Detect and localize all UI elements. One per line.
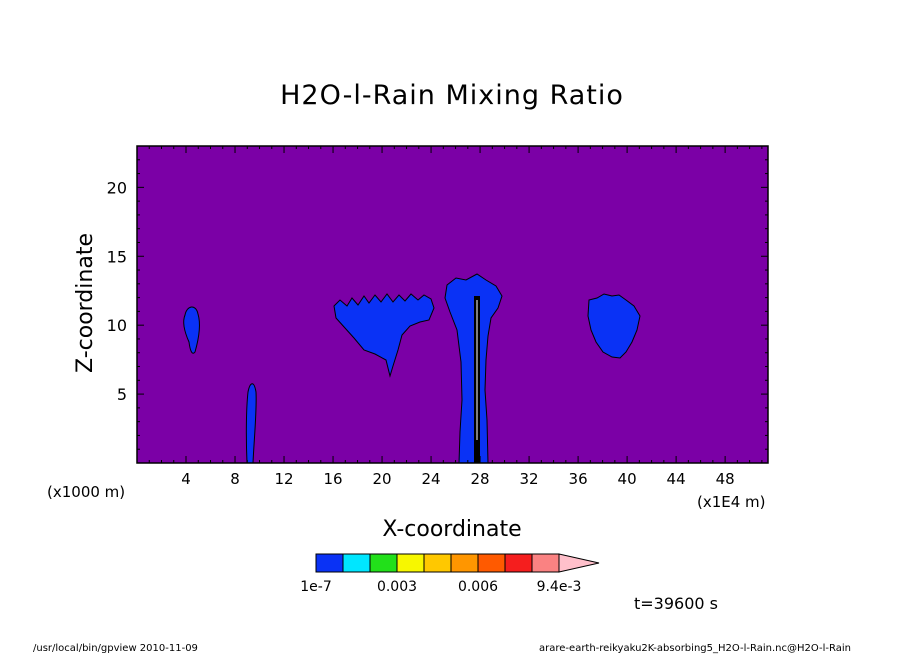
y-axis: 5 10 15 20: [107, 159, 768, 450]
x-axis-label: X-coordinate: [382, 517, 521, 542]
contour-region: [333, 293, 435, 378]
colorbar: 1e-7 0.003 0.006 9.4e-3: [300, 553, 600, 595]
footer-right: arare-earth-reikyaku2K-absorbing5_H2O-l-…: [539, 643, 851, 654]
colorbar-swatch: [504, 553, 533, 573]
colorbar-label: 0.006: [458, 579, 498, 595]
x-axis: 4 8 12 16 20 24 28 32 36 40 44 48: [148, 146, 763, 488]
y-axis-label: Z-coordinate: [73, 233, 98, 373]
y-tick-label: 5: [117, 385, 127, 404]
x-tick-label: 12: [274, 470, 293, 488]
colorbar-swatch: [450, 553, 479, 573]
x-scale-note: (x1E4 m): [697, 493, 766, 511]
x-tick-label: 24: [422, 470, 441, 488]
colorbar-swatch: [423, 553, 452, 573]
x-tick-label: 28: [471, 470, 490, 488]
colorbar-arrow: [558, 553, 600, 573]
x-tick-label: 8: [230, 470, 240, 488]
plot-frame: [136, 145, 769, 464]
x-tick-label: 20: [373, 470, 392, 488]
contour-region: [444, 273, 503, 464]
colorbar-swatch: [315, 553, 344, 573]
y-tick-label: 15: [107, 247, 127, 266]
colorbar-label: 1e-7: [300, 579, 331, 595]
colorbar-swatch: [531, 553, 560, 573]
x-tick-label: 32: [520, 470, 539, 488]
x-tick-label: 4: [181, 470, 191, 488]
colorbar-swatch: [396, 553, 425, 573]
x-tick-label: 44: [667, 470, 686, 488]
contour-region: [587, 293, 641, 359]
footer-left: /usr/local/bin/gpview 2010-11-09: [33, 643, 198, 654]
y-tick-label: 20: [107, 178, 127, 197]
x-tick-label: 48: [716, 470, 735, 488]
y-scale-note: (x1000 m): [47, 483, 125, 501]
colorbar-label: 9.4e-3: [537, 579, 582, 595]
colorbar-swatch: [342, 553, 371, 573]
time-label: t=39600 s: [634, 594, 718, 613]
colorbar-swatch: [369, 553, 398, 573]
x-tick-label: 36: [569, 470, 588, 488]
chart-title: H2O-l-Rain Mixing Ratio: [280, 80, 624, 111]
contour-region: [245, 383, 257, 464]
x-tick-label: 16: [323, 470, 342, 488]
x-tick-label: 40: [618, 470, 637, 488]
colorbar-label: 0.003: [377, 579, 417, 595]
contour-features: [183, 273, 641, 464]
colorbar-swatch: [477, 553, 506, 573]
contour-region: [183, 306, 200, 354]
y-tick-label: 10: [107, 316, 127, 335]
